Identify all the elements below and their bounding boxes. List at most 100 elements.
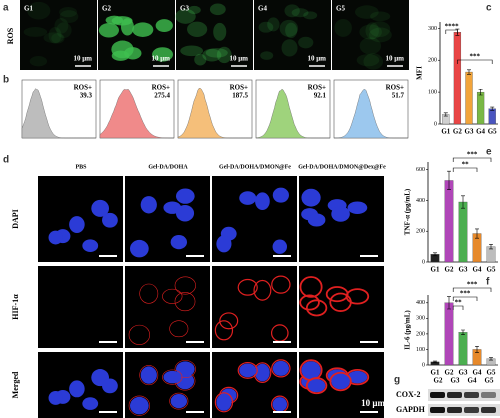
x-tick-label: G3 [459, 369, 468, 377]
cell [59, 6, 78, 18]
blot-column: G4 [468, 377, 477, 385]
hif-signal [169, 392, 189, 410]
hif-signal [329, 371, 352, 392]
error-bar [475, 228, 479, 239]
hif-signal [329, 292, 352, 312]
panel-label: a [3, 3, 9, 14]
y-tick-label: 100 [428, 90, 437, 96]
bar [453, 32, 462, 125]
blot-column: G5 [485, 377, 494, 385]
x-tick-label: G2 [445, 266, 454, 274]
nucleus [140, 366, 157, 384]
scale-label: 10 μm [385, 55, 404, 63]
bar [465, 71, 473, 125]
cell [180, 45, 204, 57]
hif-signal [174, 276, 196, 295]
error-bar [489, 244, 493, 250]
cell [187, 5, 201, 15]
cell [365, 22, 379, 40]
cell [98, 23, 119, 38]
bar [458, 201, 468, 263]
row-label: HIF-1α [11, 294, 20, 320]
scale-label: 10 μm [361, 398, 385, 408]
cell [356, 54, 380, 67]
error-bar [443, 112, 448, 117]
significance-label: *** [460, 290, 471, 298]
image-label: G3 [180, 5, 189, 13]
panel-label: d [3, 155, 9, 166]
x-tick-label: G2 [445, 369, 454, 377]
cell [54, 17, 69, 34]
cell [285, 22, 298, 39]
y-tick-label: 200 [416, 331, 425, 337]
column-header: PBS [75, 164, 87, 170]
micro-image [176, 0, 253, 70]
micro-image [38, 266, 123, 348]
micro-image [125, 266, 210, 348]
nucleus [216, 235, 232, 253]
significance-bracket [445, 29, 458, 34]
cell [258, 21, 274, 33]
cell [27, 1, 51, 20]
row-label: DAPI [11, 209, 20, 229]
nucleus [272, 360, 289, 376]
gate-label: ROS+ [74, 84, 92, 92]
scale-label: 10 μm [229, 55, 248, 63]
hif-signal [214, 320, 234, 341]
cell [152, 47, 174, 62]
nucleus [239, 191, 257, 205]
y-tick-label: 0 [422, 362, 425, 368]
blot-band [464, 407, 479, 413]
nucleus [48, 230, 63, 245]
bar [444, 302, 454, 366]
nucleus [301, 188, 321, 207]
column-header: Gel-DA/DOHA/DMON@Fe [219, 164, 291, 170]
micro-image [212, 266, 297, 348]
x-tick-label: G5 [487, 266, 496, 274]
image-label: G1 [24, 5, 33, 13]
cell [368, 27, 392, 43]
y-tick-label: 600 [416, 167, 425, 173]
nucleus [102, 378, 118, 394]
cell [56, 22, 72, 39]
panel-label: g [394, 375, 400, 386]
cell [59, 10, 79, 23]
image-label: G4 [258, 5, 267, 13]
cell [359, 37, 382, 55]
gate-label: ROS+ [386, 84, 404, 92]
nucleus [82, 397, 99, 410]
gate-value: 187.5 [232, 92, 248, 100]
nucleus [69, 380, 85, 398]
hif-signal [139, 365, 159, 386]
error-bar [433, 252, 437, 257]
panel-label: e [486, 147, 492, 158]
cell [209, 3, 226, 16]
nucleus [331, 373, 350, 390]
cell [175, 8, 196, 24]
nucleus [239, 363, 257, 378]
x-tick-label: G2 [453, 128, 462, 136]
panel-label: c [486, 3, 492, 14]
y-tick-label: 100 [416, 347, 425, 353]
x-tick-label: G1 [431, 266, 440, 274]
hif-signal [174, 360, 196, 379]
row-label: ROS [6, 27, 15, 44]
hif-signal [174, 292, 196, 312]
nucleus [170, 394, 188, 409]
error-bar [490, 106, 495, 111]
nucleus [347, 370, 368, 384]
cell [284, 4, 300, 18]
hif-signal [219, 312, 239, 330]
nucleus [307, 213, 326, 227]
x-tick-label: G1 [431, 369, 440, 377]
x-tick-label: G5 [488, 128, 497, 136]
nucleus [130, 239, 149, 258]
cell [298, 36, 314, 49]
panel-label: f [486, 277, 490, 288]
cell [216, 46, 232, 64]
error-bar [489, 357, 493, 361]
nucleus [216, 393, 232, 411]
hif-signal [162, 369, 183, 385]
row-label: Merged [11, 371, 20, 398]
